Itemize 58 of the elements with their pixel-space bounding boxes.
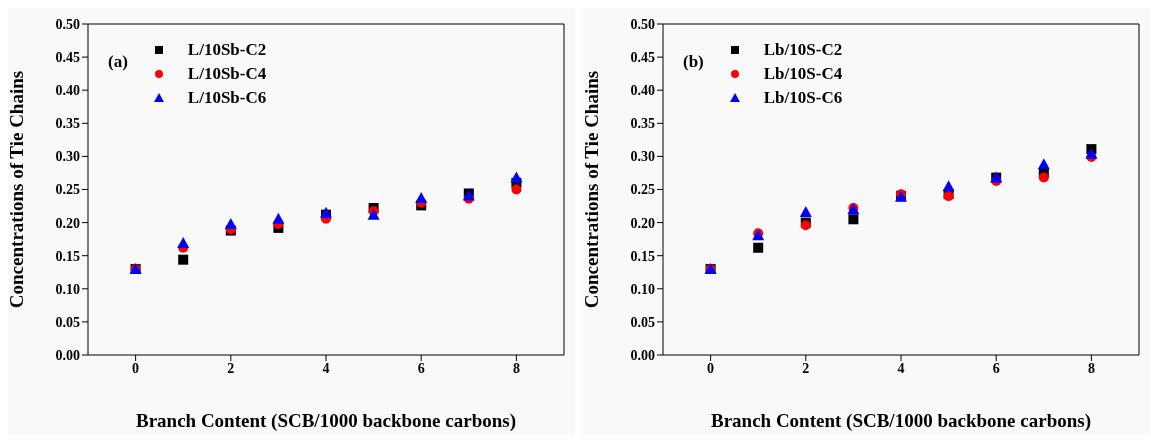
y-tick-label: 0.20 <box>630 215 655 231</box>
y-tick-label: 0.05 <box>55 314 80 330</box>
y-tick-label: 0.40 <box>55 83 80 99</box>
x-tick-label: 0 <box>132 360 140 376</box>
y-tick-label: 0.25 <box>55 182 80 198</box>
x-tick-label: 4 <box>322 360 330 376</box>
point <box>848 214 859 225</box>
y-tick-label: 0.15 <box>55 248 80 264</box>
y-tick-label: 0.00 <box>55 347 80 363</box>
y-axis-title: Concentrations of Tie Chains <box>580 70 602 309</box>
y-tick-label: 0.35 <box>630 116 655 132</box>
y-tick-label: 0.10 <box>55 281 80 297</box>
legend-label: L/10Sb-C2 <box>187 40 267 60</box>
point <box>511 184 522 195</box>
legend-label: L/10Sb-C6 <box>187 88 267 108</box>
y-tick-label: 0.30 <box>630 149 655 165</box>
y-tick-label: 0.20 <box>55 215 80 231</box>
x-tick-label: 4 <box>897 360 905 376</box>
y-tick-label: 0.10 <box>630 281 655 297</box>
x-tick-label: 0 <box>707 360 715 376</box>
point <box>510 171 523 183</box>
point <box>177 237 190 249</box>
legend-label: Lb/10S-C2 <box>763 40 843 60</box>
x-axis-title: Branch Content (SCB/1000 backbone carbons) <box>710 410 1092 432</box>
x-tick-label: 8 <box>1087 360 1095 376</box>
point <box>1085 147 1098 159</box>
point <box>942 180 955 192</box>
point <box>178 254 189 265</box>
point <box>799 206 812 218</box>
y-tick-label: 0.45 <box>630 50 655 66</box>
point <box>415 192 428 204</box>
x-tick-label: 6 <box>417 360 425 376</box>
x-tick-label: 8 <box>512 360 520 376</box>
y-tick-label: 0.40 <box>630 83 655 99</box>
annotation: (b) <box>683 52 704 72</box>
point <box>224 217 237 229</box>
legend-label: Lb/10S-C6 <box>763 88 843 108</box>
y-tick-label: 0.25 <box>630 182 655 198</box>
legend-label: L/10Sb-C4 <box>187 64 267 84</box>
legend-label: Lb/10S-C4 <box>763 64 843 84</box>
point <box>1037 158 1050 170</box>
y-tick-label: 0.30 <box>55 149 80 165</box>
y-axis-title: Concentrations of Tie Chains <box>5 70 27 309</box>
x-tick-label: 2 <box>802 360 810 376</box>
x-tick-label: 6 <box>992 360 1000 376</box>
point <box>1038 172 1049 183</box>
y-tick-label: 0.35 <box>55 116 80 132</box>
y-tick-label: 0.05 <box>630 314 655 330</box>
y-tick-label: 0.50 <box>630 16 655 32</box>
point <box>753 242 764 253</box>
point <box>272 212 285 224</box>
y-tick-label: 0.50 <box>55 16 80 32</box>
x-axis-title: Branch Content (SCB/1000 backbone carbons) <box>135 410 517 432</box>
y-tick-label: 0.15 <box>630 248 655 264</box>
annotation: (a) <box>108 52 128 72</box>
x-tick-label: 2 <box>227 360 235 376</box>
y-tick-label: 0.45 <box>55 50 80 66</box>
y-tick-label: 0.00 <box>630 347 655 363</box>
